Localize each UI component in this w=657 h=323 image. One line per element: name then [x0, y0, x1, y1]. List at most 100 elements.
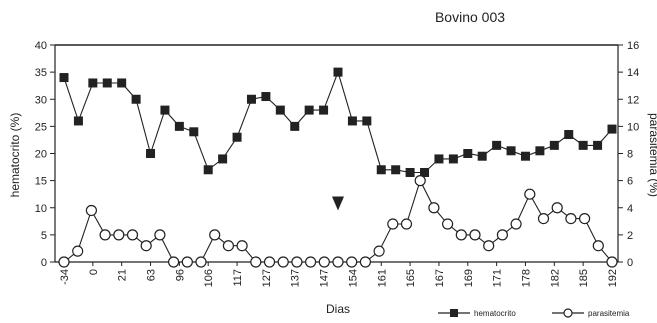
data-point [209, 229, 221, 241]
x-tick-label: 161 [376, 269, 388, 287]
data-point [455, 229, 467, 241]
x-tick-label: 106 [203, 269, 215, 287]
legend-parasitemia-marker [563, 308, 573, 318]
right-tick-label: 16 [627, 40, 639, 52]
left-tick-label: 35 [35, 67, 47, 79]
data-point [448, 154, 458, 164]
data-point [168, 256, 180, 268]
data-point [549, 140, 559, 150]
right-tick-label: 12 [627, 94, 639, 106]
left-tick-label: 0 [41, 257, 47, 269]
left-tick-label: 20 [35, 149, 47, 161]
x-tick-label: 192 [607, 269, 619, 287]
x-tick-label: 154 [347, 269, 359, 287]
data-point [428, 202, 440, 214]
data-point [524, 188, 536, 200]
data-point [564, 130, 574, 140]
data-point [565, 213, 577, 225]
data-point [250, 256, 262, 268]
left-tick-label: 25 [35, 121, 47, 133]
data-point [126, 229, 139, 241]
right-tick-label: 2 [627, 230, 633, 242]
x-tick-label: 171 [492, 269, 504, 287]
data-point [291, 256, 303, 268]
data-point [305, 256, 317, 268]
data-point [606, 256, 618, 268]
right-tick-label: 0 [627, 257, 633, 269]
data-point [333, 67, 343, 77]
data-point [246, 94, 256, 104]
right-tick-label: 10 [627, 121, 639, 133]
x-tick-label: 96 [174, 269, 186, 281]
data-point [275, 105, 285, 115]
x-tick-label: 137 [290, 269, 302, 287]
x-tick-label: 127 [261, 269, 273, 287]
right-tick-label: 8 [627, 149, 633, 161]
data-point [376, 165, 386, 175]
data-point [277, 256, 289, 268]
left-axis-label: hematocrito (%) [8, 113, 22, 198]
data-point [469, 229, 481, 241]
data-point [146, 149, 156, 158]
data-point [434, 154, 444, 164]
x-tick-label: 21 [117, 269, 129, 281]
data-point [483, 240, 495, 252]
data-point [506, 146, 516, 156]
data-point [195, 256, 207, 268]
data-point [400, 218, 413, 230]
data-point [102, 78, 112, 88]
data-point [232, 132, 242, 142]
data-point [510, 218, 522, 230]
data-point [59, 73, 69, 83]
data-point [332, 256, 344, 268]
data-point [140, 240, 152, 252]
data-point [73, 116, 83, 126]
data-point [88, 78, 98, 88]
data-point [189, 127, 199, 137]
data-point [72, 245, 84, 257]
legend-hematocrito-label: hematocrito [474, 309, 516, 318]
series-parasitemia [58, 175, 618, 268]
left-axis-ticks: 0 5 10 15 20 25 30 35 40 [35, 40, 55, 269]
data-point [304, 105, 314, 115]
data-point [174, 121, 184, 131]
legend: hematocrito parasitemia [438, 308, 630, 318]
data-point [477, 151, 487, 161]
data-point [373, 245, 385, 257]
x-tick-label: 147 [319, 269, 331, 287]
left-tick-label: 10 [35, 203, 47, 215]
data-point [263, 256, 276, 268]
data-point [578, 213, 591, 225]
data-point [551, 202, 563, 214]
x-tick-label: 117 [232, 269, 244, 287]
x-tick-label: 165 [405, 269, 417, 287]
x-tick-label: -34 [59, 269, 71, 285]
data-point [154, 229, 166, 241]
x-tick-label: 63 [146, 269, 158, 281]
x-tick-label: 182 [549, 269, 561, 287]
left-tick-label: 30 [35, 94, 47, 106]
data-point [85, 204, 98, 217]
x-tick-label: 178 [520, 269, 532, 287]
data-point [261, 92, 271, 102]
series-hematocrito [59, 67, 617, 177]
data-point [442, 218, 454, 230]
left-tick-label: 5 [41, 230, 47, 242]
right-tick-label: 6 [627, 176, 633, 188]
data-point [405, 167, 415, 177]
x-tick-label: 167 [434, 269, 446, 287]
x-axis-label: Dias [326, 302, 350, 316]
data-point [592, 240, 604, 252]
right-tick-label: 4 [627, 203, 633, 215]
data-point [420, 167, 430, 177]
data-point [359, 256, 371, 268]
data-point [181, 256, 193, 268]
data-point [387, 218, 399, 230]
data-point [346, 256, 358, 268]
x-tick-label: 169 [463, 269, 475, 287]
legend-hematocrito-marker [450, 309, 458, 317]
right-tick-label: 14 [627, 67, 639, 79]
data-point [578, 140, 588, 150]
data-point [131, 94, 141, 104]
right-axis-label: parasitemia (%) [647, 113, 657, 197]
